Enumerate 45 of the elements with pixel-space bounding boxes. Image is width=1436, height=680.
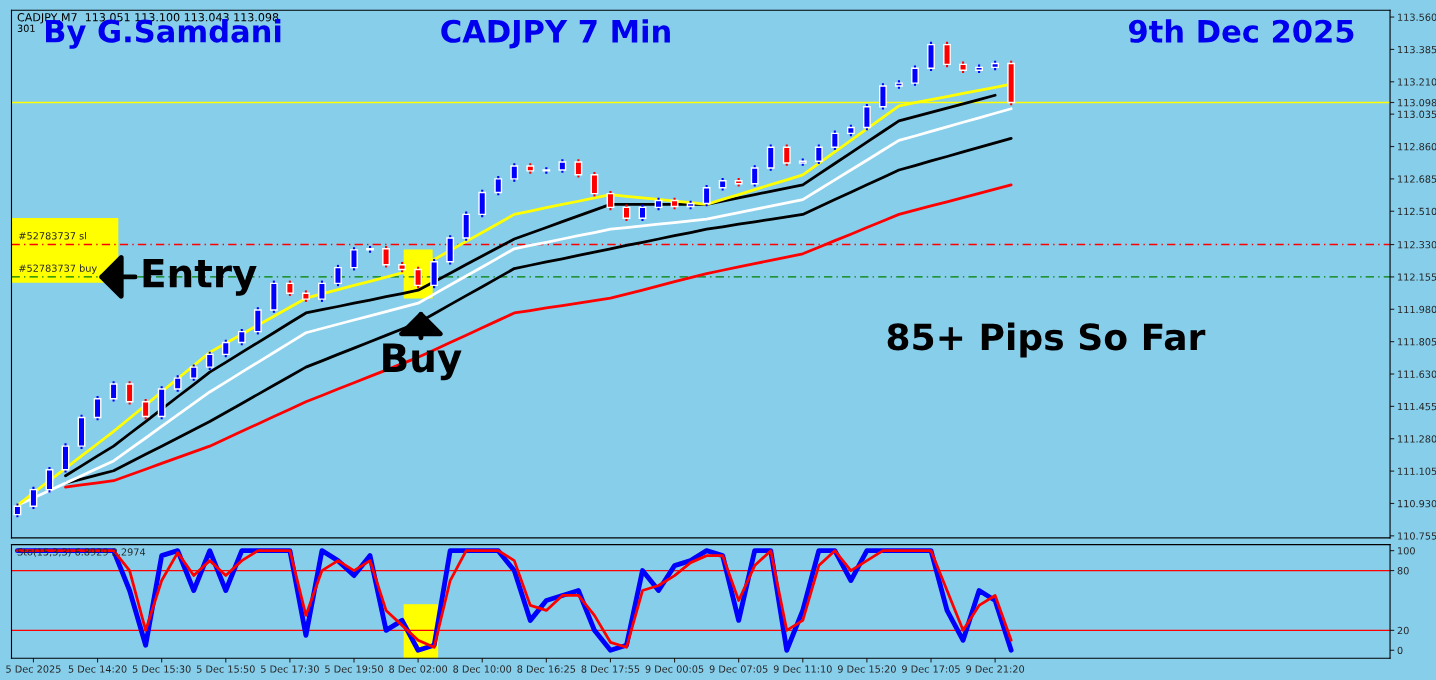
x-tick-label: 8 Dec 10:00	[453, 665, 512, 673]
y-tick-label: 111.630	[1398, 370, 1436, 378]
x-tick-label: 9 Dec 17:05	[902, 665, 960, 673]
y-tick-label: 111.280	[1398, 435, 1436, 443]
x-tick-label: 9 Dec 07:05	[709, 665, 768, 673]
y-tick-label: 110.755	[1398, 532, 1436, 540]
y-tick-label: 20	[1397, 626, 1409, 635]
annotation: 9th Dec 2025	[1129, 19, 1354, 43]
ref-line-label: #52783737 buy	[19, 264, 97, 274]
y-tick-label: 110.930	[1398, 499, 1436, 508]
x-tick-label: 8 Dec 02:00	[389, 665, 448, 673]
x-tick-label: 9 Dec 11:10	[773, 665, 832, 673]
y-tick-label: 112.330	[1398, 241, 1436, 249]
y-tick-label: 111.105	[1398, 467, 1436, 475]
annotation: 301	[17, 24, 35, 32]
x-tick-label: 9 Dec 00:05	[645, 665, 704, 673]
x-tick-label: 8 Dec 16:25	[517, 665, 576, 673]
chart-title: CADJPY 7 Min	[441, 19, 670, 49]
x-tick-label: 5 Dec 15:30	[132, 665, 191, 673]
x-tick-label: 5 Dec 15:50	[196, 665, 255, 673]
y-tick-label: 100	[1398, 547, 1415, 555]
y-tick-label: 113.098	[1398, 98, 1436, 107]
y-tick-label: 111.455	[1398, 402, 1436, 411]
y-tick-label: 113.035	[1398, 110, 1436, 118]
y-tick-label: 112.155	[1398, 273, 1436, 281]
annotation: Entry	[143, 258, 257, 296]
y-tick-label: 113.560	[1398, 13, 1436, 21]
x-tick-label: 5 Dec 19:50	[325, 665, 383, 673]
ref-line-label: #52783737 sl	[19, 231, 86, 240]
y-tick-label: 112.685	[1398, 175, 1436, 183]
y-tick-label: 112.860	[1398, 142, 1436, 151]
y-tick-label: 111.980	[1398, 305, 1436, 314]
x-tick-label: 8 Dec 17:55	[581, 665, 640, 673]
annotation: 85+ Pips So Far	[887, 322, 1206, 358]
y-tick-label: 112.510	[1398, 207, 1436, 216]
x-tick-label: 5 Dec 17:30	[261, 665, 319, 673]
y-tick-label: 0	[1397, 646, 1403, 655]
x-tick-label: 5 Dec 14:20	[68, 665, 127, 673]
x-tick-label: 9 Dec 21:20	[966, 665, 1025, 673]
y-tick-label: 111.805	[1398, 338, 1436, 346]
y-tick-label: 80	[1397, 567, 1409, 575]
x-tick-label: 5 Dec 2025	[6, 665, 61, 673]
x-tick-label: 9 Dec 15:20	[837, 665, 896, 673]
y-tick-label: 113.210	[1398, 78, 1436, 86]
y-tick-label: 113.385	[1398, 45, 1436, 54]
